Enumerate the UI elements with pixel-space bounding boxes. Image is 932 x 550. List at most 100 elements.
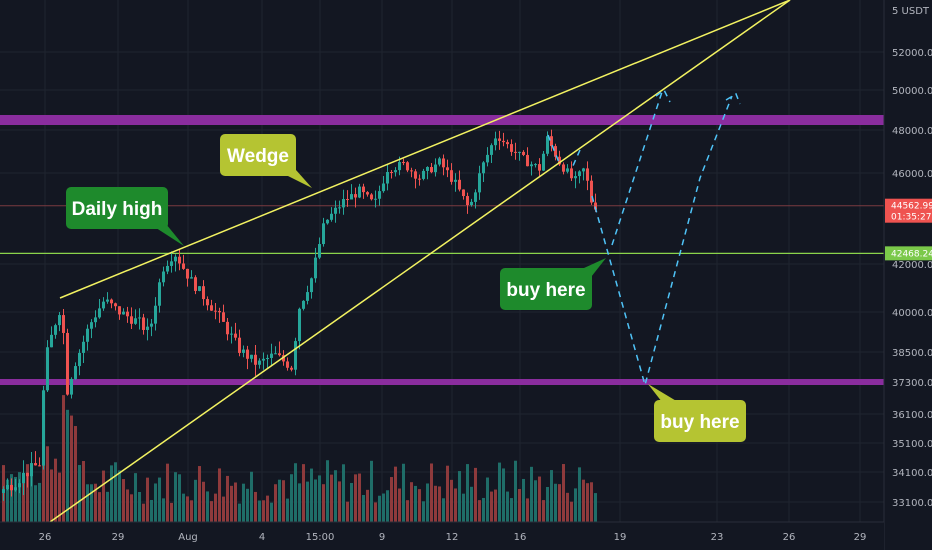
volume-bar (18, 472, 21, 522)
candle-body (282, 355, 285, 362)
candle-body (398, 162, 401, 171)
candle-body (574, 176, 577, 179)
candle-body (362, 186, 365, 193)
time-axis: 26 29 Aug 4 15:00 9 12 16 19 23 26 29 (0, 521, 884, 550)
candle-body (386, 172, 389, 184)
candle-body (230, 333, 233, 335)
volume-bar (78, 465, 81, 522)
price-tick-label: 33100.00 (892, 498, 932, 509)
volume-bar (422, 501, 425, 522)
candle-body (110, 299, 113, 304)
volume-bar (122, 479, 125, 522)
volume-bar (34, 485, 37, 522)
candle-body (154, 305, 157, 324)
candle-body (250, 354, 253, 359)
volume-bar (58, 472, 61, 522)
candle-body (310, 278, 313, 293)
volume-bar (562, 464, 565, 522)
volume-bar (54, 458, 57, 522)
candle-body (14, 487, 17, 491)
volume-bar (10, 474, 13, 522)
volume-bar (538, 476, 541, 522)
volume-bars (2, 395, 597, 522)
candle-body (274, 353, 277, 355)
candle-body (150, 323, 153, 327)
candle-body (382, 183, 385, 192)
candle-body (10, 484, 13, 491)
volume-bar (394, 466, 397, 522)
projection-path-main (591, 95, 733, 388)
candle-body (594, 202, 597, 210)
candle-body (206, 299, 209, 306)
volume-bar (398, 488, 401, 522)
candle-body (466, 196, 469, 205)
volume-bar (186, 496, 189, 522)
volume-bar (46, 446, 49, 522)
volume-bar (458, 471, 461, 522)
volume-bar (26, 464, 29, 522)
candle-body (494, 138, 497, 146)
projection-path-b (571, 149, 581, 169)
volume-bar (402, 463, 405, 522)
volume-bar (502, 468, 505, 522)
volume-bar (210, 501, 213, 522)
wedge-lower-line (49, 0, 791, 523)
time-tick-label: 19 (614, 532, 627, 543)
price-tick-label: 50000.00 (892, 86, 932, 97)
candle-body (478, 173, 481, 193)
volume-bar (518, 488, 521, 522)
candle-body (330, 213, 333, 220)
volume-bar (126, 489, 129, 522)
candle-body (198, 286, 201, 291)
volume-bar (30, 473, 33, 522)
candle-body (470, 201, 473, 205)
volume-bar (570, 501, 573, 522)
candle-body (522, 151, 525, 155)
volume-bar (218, 468, 221, 522)
volume-bar (466, 464, 469, 522)
candle-body (50, 334, 53, 348)
volume-bar (306, 481, 309, 522)
candle-body (134, 318, 137, 324)
volume-bar (314, 479, 317, 522)
candle-body (162, 271, 165, 283)
candle-body (246, 349, 249, 359)
volume-bar (198, 466, 201, 522)
time-tick-label: 26 (783, 532, 796, 543)
volume-bar (158, 477, 161, 522)
volume-bar (586, 483, 589, 522)
current-price-value: 44562.99 (891, 202, 932, 212)
candle-body (130, 316, 133, 324)
time-axis-bg (0, 522, 884, 550)
volume-bar (86, 484, 89, 522)
candle-body (474, 192, 477, 202)
daily-high-callout-text: Daily high (72, 199, 163, 220)
candle-body (374, 198, 377, 200)
volume-bar (194, 479, 197, 522)
volume-bar (450, 479, 453, 522)
candle-body (446, 167, 449, 171)
time-tick-label: 4 (259, 532, 265, 543)
candle-body (430, 167, 433, 173)
volume-bar (282, 480, 285, 522)
volume-bar (298, 483, 301, 522)
volume-bar (246, 488, 249, 522)
candle-body (434, 164, 437, 173)
volume-bar (330, 474, 333, 522)
volume-bar (590, 482, 593, 522)
candle-body (562, 164, 565, 172)
price-tick-label: 34100.00 (892, 468, 932, 479)
volume-bar (522, 478, 525, 522)
candle-body (94, 317, 97, 323)
volume-bar (22, 473, 25, 522)
volume-bar (74, 426, 77, 522)
time-tick-label: Aug (178, 532, 198, 543)
support-zone (0, 379, 884, 385)
price-tick-label: 37300.00 (892, 378, 932, 389)
volume-bar (338, 481, 341, 522)
candle-body (166, 265, 169, 272)
volume-bar (286, 498, 289, 522)
time-tick-label: 29 (854, 532, 867, 543)
